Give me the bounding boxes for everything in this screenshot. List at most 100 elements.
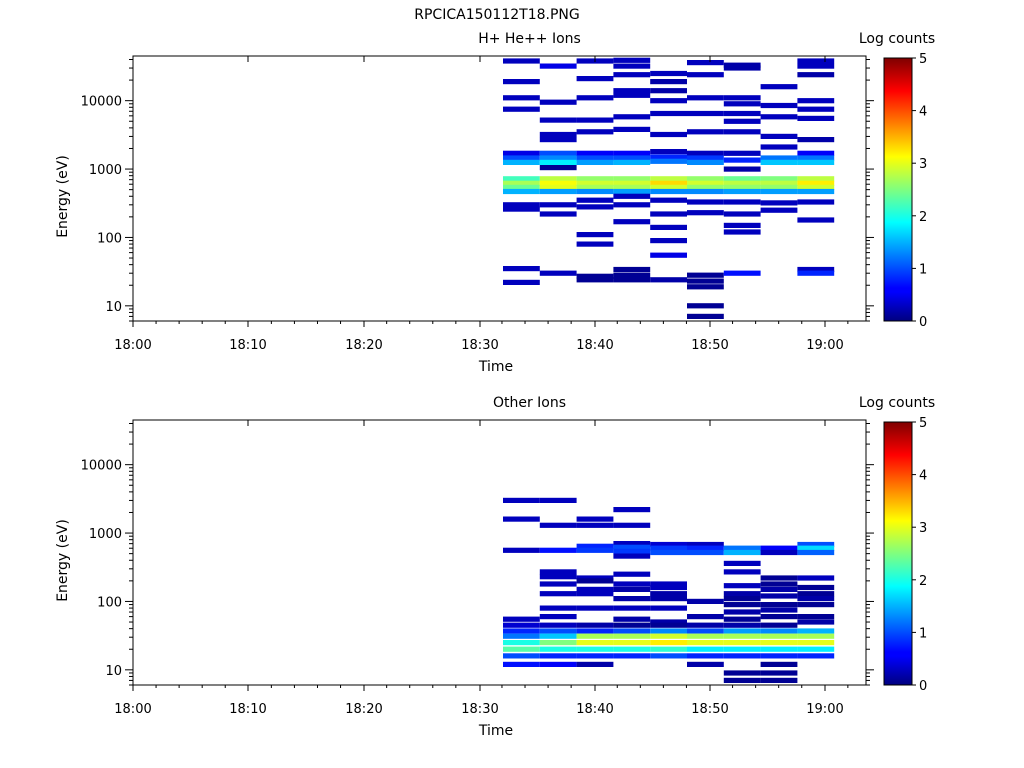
heatmap-cell	[797, 159, 835, 165]
heatmap-cell	[650, 98, 687, 104]
x-tick-label: 18:20	[345, 338, 382, 353]
heatmap-cell	[687, 155, 724, 161]
heatmap-cell	[613, 571, 651, 577]
heatmap-cell	[503, 266, 540, 272]
y-tick-label: 10	[105, 664, 122, 679]
heatmap-cell	[723, 95, 761, 101]
heatmap-cell	[613, 188, 651, 195]
colorbar-tick-label: 0	[919, 315, 927, 330]
heatmap-cell	[650, 70, 687, 77]
heatmap-cell	[723, 150, 761, 156]
heatmap-cell	[613, 544, 651, 550]
heatmap-cell	[650, 88, 687, 94]
heatmap-cell	[613, 633, 651, 639]
heatmap-cell	[503, 497, 540, 503]
heatmap-cell	[760, 114, 798, 120]
heatmap-cell	[687, 180, 724, 186]
heatmap-cell	[797, 266, 835, 273]
heatmap-cell	[797, 176, 835, 182]
heatmap-cell	[687, 633, 724, 639]
heatmap-cell	[650, 188, 687, 195]
heatmap-cells	[503, 57, 835, 319]
heatmap-cell	[576, 516, 614, 522]
heatmap-cell	[797, 155, 835, 161]
heatmap-cell	[539, 99, 577, 105]
heatmap-cell	[723, 640, 761, 646]
heatmap-cell	[760, 545, 798, 551]
heatmap-cell	[687, 661, 724, 667]
heatmap-cell	[613, 184, 651, 190]
heatmap-cell	[613, 628, 651, 634]
heatmap-cell	[650, 581, 687, 587]
heatmap-cell	[797, 646, 835, 652]
heatmap-cell	[687, 646, 724, 652]
heatmap-cell	[539, 131, 577, 138]
heatmap-cell	[613, 266, 651, 273]
x-tick-label: 18:00	[114, 338, 151, 353]
heatmap-cell	[723, 591, 761, 597]
heatmap-cell	[760, 188, 798, 195]
heatmap-cell	[539, 159, 577, 165]
heatmap-cell	[760, 180, 798, 186]
heatmap-cell	[613, 622, 651, 628]
heatmap-cell	[797, 63, 835, 69]
heatmap-cell	[576, 180, 614, 186]
colorbar: 0 1 2 3 4 5 Log counts	[859, 31, 935, 330]
heatmap-cell	[613, 277, 651, 283]
heatmap-cell	[797, 619, 835, 625]
heatmap-cell	[797, 541, 835, 548]
heatmap-cell	[687, 622, 724, 628]
x-tick-label: 19:00	[806, 338, 843, 353]
heatmap-cell	[650, 252, 687, 258]
heatmap-cell	[576, 184, 614, 190]
heatmap-cell	[539, 150, 577, 156]
heatmap-cell	[650, 79, 687, 85]
heatmap-cell	[650, 184, 687, 190]
heatmap-cell	[576, 646, 614, 652]
heatmap-cell	[503, 150, 540, 156]
heatmap-cell	[723, 166, 761, 172]
y-tick-label: 100	[97, 595, 122, 610]
heatmap-cell	[539, 180, 577, 186]
heatmap-cell	[576, 591, 614, 597]
heatmap-cell	[613, 88, 651, 94]
heatmap-cell	[797, 545, 835, 551]
heatmap-cell	[613, 126, 651, 132]
y-axis-label: Energy (eV)	[55, 155, 71, 238]
heatmap-cell	[687, 95, 724, 101]
heatmap-cell	[797, 640, 835, 646]
heatmap-cell	[797, 199, 835, 205]
heatmap-cell	[576, 640, 614, 646]
heatmap-cell	[723, 222, 761, 228]
heatmap-cell	[723, 616, 761, 622]
heatmap-cell	[723, 596, 761, 602]
heatmap-cell	[797, 628, 835, 634]
heatmap-cell	[687, 150, 724, 156]
heatmap-cell	[613, 616, 651, 622]
heatmap-cell	[797, 270, 835, 276]
y-tick-label: 10	[105, 300, 122, 315]
heatmap-cell	[687, 210, 724, 216]
heatmap-cell	[539, 622, 577, 628]
heatmap-cell	[576, 633, 614, 639]
heatmap-cell	[539, 614, 577, 620]
heatmap-cell	[797, 106, 835, 112]
heatmap-cell	[576, 95, 614, 101]
heatmap-cell	[723, 101, 761, 107]
heatmap-cell	[723, 560, 761, 566]
heatmap-cell	[797, 150, 835, 156]
heatmap-cell	[797, 602, 835, 608]
heatmap-cell	[503, 95, 540, 101]
heatmap-cell	[687, 129, 724, 135]
heatmap-cell	[687, 72, 724, 78]
heatmap-cell	[576, 117, 614, 123]
y-tick-label: 1000	[89, 527, 122, 542]
heatmap-cell	[650, 149, 687, 155]
heatmap-cell	[576, 232, 614, 238]
panel-other-ions: 18:00 18:10 18:20 18:30 18:40 18:50 19:0010100…	[55, 395, 935, 739]
y-tick-label: 100	[97, 231, 122, 246]
heatmap-cell	[723, 633, 761, 639]
heatmap-cell	[613, 581, 651, 587]
colorbar-tick-label: 1	[919, 626, 927, 641]
heatmap-cell	[760, 102, 798, 109]
